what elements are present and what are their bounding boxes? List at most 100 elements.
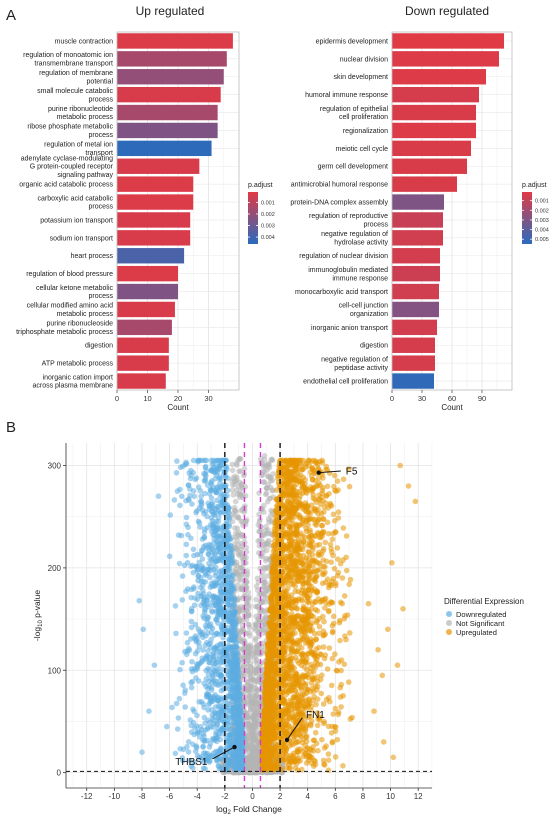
upregulated-point [289, 621, 295, 627]
upregulated-point [267, 630, 273, 636]
category-label: muscle contraction [55, 38, 113, 45]
x-tick-label: 30 [418, 394, 426, 403]
not-significant-point [243, 645, 249, 651]
upregulated-point [282, 757, 288, 763]
not-significant-point [255, 649, 261, 655]
not-significant-point [263, 492, 269, 498]
upregulated-point [313, 762, 319, 768]
upregulated-point [288, 615, 294, 621]
category-label: antimicrobial humoral response [291, 182, 388, 189]
upregulated-point [296, 522, 302, 528]
not-significant-point [248, 675, 254, 681]
upregulated-point [272, 529, 278, 535]
upregulated-point [286, 633, 292, 639]
upregulated-point [330, 630, 336, 636]
upregulated-point [315, 608, 321, 614]
upregulated-point [346, 582, 352, 588]
upregulated-point [305, 549, 311, 555]
upregulated-point [344, 568, 350, 574]
upregulated-point [307, 598, 313, 604]
upregulated-point [330, 656, 336, 662]
upregulated-point [275, 682, 281, 688]
upregulated-point [307, 644, 313, 650]
upregulated-point [326, 751, 332, 757]
upregulated-point [278, 735, 284, 741]
upregulated-point [319, 458, 325, 464]
upregulated-point [333, 724, 339, 730]
bar-18 [392, 338, 435, 353]
category-label: endothelial cell proliferation [303, 378, 388, 385]
upregulated-point [303, 625, 309, 631]
category-label: heart process [71, 253, 114, 260]
upregulated-point [330, 537, 336, 543]
not-significant-point [270, 477, 276, 483]
upregulated-point [306, 458, 312, 464]
upregulated-point [316, 550, 322, 556]
upregulated-point [342, 593, 348, 599]
category-label: digestion [360, 343, 388, 350]
upregulated-point [329, 503, 335, 509]
upregulated-point [330, 739, 336, 745]
upregulated-point [287, 723, 293, 729]
upregulated-point [291, 460, 297, 466]
upregulated-point [299, 485, 305, 491]
bar-6 [117, 123, 218, 138]
upregulated-point [296, 589, 302, 595]
upregulated-point [281, 669, 287, 675]
upregulated-point [331, 614, 337, 620]
upregulated-point [265, 726, 271, 732]
upregulated-point [301, 606, 307, 612]
upregulated-point [331, 621, 337, 627]
not-significant-point [254, 661, 260, 667]
upregulated-point [302, 592, 308, 598]
upregulated-point [291, 684, 297, 690]
upregulated-point [326, 601, 332, 607]
upregulated-point [321, 701, 327, 707]
not-significant-point [230, 468, 236, 474]
not-significant-point [235, 546, 241, 552]
upregulated-point [304, 529, 310, 535]
not-significant-point [230, 475, 236, 481]
upregulated-point [285, 471, 291, 477]
category-label: digestion [85, 343, 113, 350]
upregulated-point [336, 570, 342, 576]
upregulated-point [321, 628, 327, 634]
bar-8 [392, 159, 467, 174]
upregulated-point [302, 681, 308, 687]
category-label: monocarboxylic acid transport [295, 289, 388, 296]
upregulated-point [294, 739, 300, 745]
upregulated-point [306, 534, 312, 540]
legend-title: p.adjust [248, 182, 273, 189]
upregulated-point [299, 687, 305, 693]
upregulated-point [299, 467, 305, 473]
upregulated-point [302, 613, 308, 619]
bar-13 [392, 248, 440, 263]
category-label: inorganic anion transport [311, 325, 388, 332]
bar-14 [392, 266, 440, 281]
x-tick-label: 30 [204, 394, 212, 403]
upregulated-point [313, 575, 319, 581]
upregulated-point [290, 641, 296, 647]
bar-17 [117, 320, 172, 335]
upregulated-point [268, 596, 274, 602]
upregulated-point [310, 539, 316, 545]
category-label: humoral immune response [305, 92, 388, 99]
bar-10 [117, 194, 193, 209]
not-significant-point [259, 600, 265, 606]
upregulated-point [345, 612, 351, 618]
upregulated-point [347, 484, 353, 490]
category-label: organic acid catabolic process [19, 182, 113, 189]
panel-a-letter: A [6, 7, 16, 24]
upregulated-point [320, 581, 326, 587]
upregulated-point [311, 651, 317, 657]
upregulated-point [335, 737, 341, 743]
upregulated-point [306, 564, 312, 570]
upregulated-point [310, 744, 316, 750]
upregulated-point [343, 555, 349, 561]
upregulated-point [302, 659, 308, 665]
bar-19 [392, 355, 435, 370]
bar-5 [117, 105, 218, 120]
not-significant-point [246, 590, 252, 596]
